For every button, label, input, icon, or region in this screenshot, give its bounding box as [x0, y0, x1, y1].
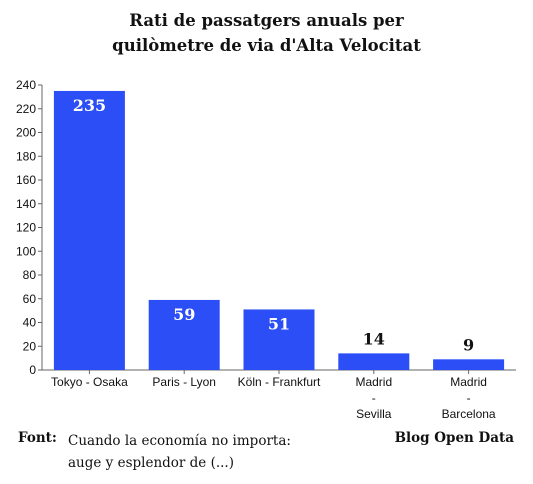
y-tick-label: 20 — [23, 339, 37, 353]
bar — [53, 90, 125, 370]
y-tick-label: 120 — [16, 221, 36, 235]
x-tick-label: Madrid — [355, 375, 392, 389]
chart-title: Rati de passatgers anuals per quilòmetre… — [0, 8, 533, 58]
source-label: Font: — [18, 430, 57, 446]
y-tick-label: 40 — [23, 316, 37, 330]
y-tick-label: 180 — [16, 149, 36, 163]
data-label: 235 — [73, 96, 106, 115]
y-tick-label: 60 — [23, 292, 37, 306]
bar — [243, 309, 315, 370]
y-tick-label: 200 — [16, 126, 36, 140]
data-label: 51 — [268, 314, 290, 333]
credit-text: Blog Open Data — [394, 430, 514, 446]
x-tick-label: Paris - Lyon — [152, 375, 216, 389]
x-tick-label: - — [372, 391, 376, 405]
y-tick-label: 240 — [16, 78, 36, 92]
bar — [338, 353, 410, 370]
chart-title-line-2: quilòmetre de via d'Alta Velocitat — [112, 36, 421, 55]
y-tick-label: 160 — [16, 173, 36, 187]
source-line-1: Cuando la economía no importa: — [68, 433, 291, 449]
data-label: 59 — [173, 305, 195, 324]
y-tick-label: 220 — [16, 102, 36, 116]
source-text: Cuando la economía no importa: auge y es… — [68, 430, 291, 474]
chart-title-line-1: Rati de passatgers anuals per — [129, 11, 404, 30]
y-tick-label: 100 — [16, 244, 36, 258]
data-label: 14 — [363, 329, 385, 348]
x-tick-label: Köln - Frankfurt — [238, 375, 321, 389]
y-tick-label: 0 — [29, 363, 36, 377]
x-tick-label: Tokyo - Osaka — [51, 375, 128, 389]
bar — [148, 299, 220, 370]
data-label: 9 — [463, 335, 474, 354]
x-tick-label: Sevilla — [356, 407, 392, 421]
x-tick-label: Barcelona — [442, 407, 496, 421]
x-tick-label: Madrid — [450, 375, 487, 389]
bar — [433, 359, 505, 370]
x-tick-label: - — [467, 391, 471, 405]
y-tick-label: 80 — [23, 268, 37, 282]
source-line-2: auge y esplendor de (...) — [68, 455, 234, 471]
y-tick-label: 140 — [16, 197, 36, 211]
